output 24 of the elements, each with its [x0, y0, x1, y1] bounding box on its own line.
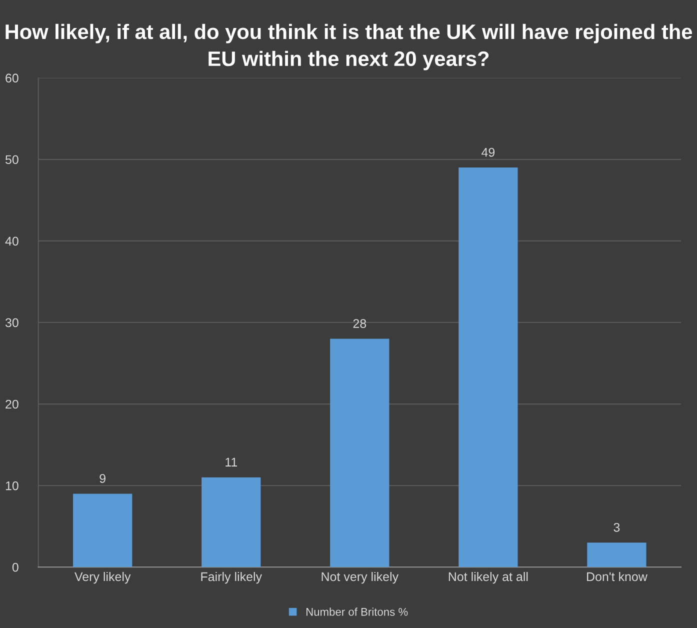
bar	[73, 494, 132, 568]
x-tick-label: Fairly likely	[201, 572, 262, 584]
y-tick-label: 60	[6, 74, 18, 83]
x-tick-label: Don't know	[587, 572, 648, 582]
data-label: 28	[353, 319, 366, 328]
bar	[587, 542, 646, 568]
bar	[330, 338, 390, 568]
data-label: 11	[226, 458, 238, 466]
y-tick-label: 30	[5, 318, 18, 328]
y-tick-label: 50	[5, 155, 18, 164]
data-label: 3	[614, 522, 620, 532]
legend-label: Number of Britons %	[306, 608, 408, 616]
y-tick-label: 0	[12, 562, 18, 572]
bar	[202, 477, 261, 568]
y-tick-label: 20	[6, 400, 18, 409]
x-tick-label: Not likely at all	[448, 572, 528, 584]
data-label: 49	[482, 148, 495, 157]
bar	[458, 168, 518, 568]
chart-title: How likely, if at all, do you think it is that the UK will have rejoined the EU within the next 20 years?	[6, 24, 692, 70]
data-label: 9	[100, 474, 106, 483]
y-tick-label: 40	[5, 236, 18, 246]
x-tick-label: Not very likely	[322, 572, 399, 584]
x-tick-label: Very likely	[74, 572, 131, 584]
y-tick-label: 10	[6, 481, 18, 490]
